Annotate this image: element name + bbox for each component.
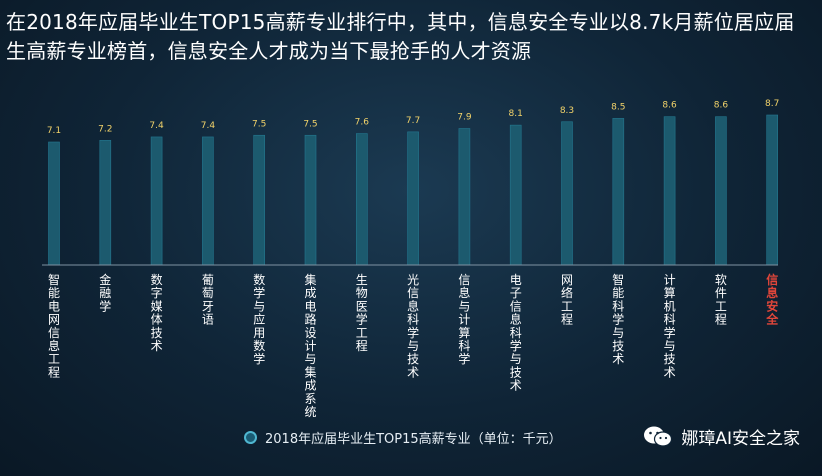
category-labels-group: 智能电网信息工程 金融学 数字媒体技术 葡萄牙语 数学与应用数学 集成电路设计与集成系统 生… [48,272,779,419]
value-label: 7.7 [406,116,420,126]
category-label: 电子信息科学与技术 [510,273,522,393]
category-label: 软件工程 [715,273,727,327]
value-label: 7.1 [47,126,61,136]
value-label: 8.3 [560,106,574,116]
category-label: 计算机科学与技术 [664,273,676,379]
headline: 在2018年应届毕业生TOP15高薪专业排行中，其中，信息安全专业以8.7k月薪… [6,10,795,63]
value-label: 8.6 [714,101,729,111]
value-label: 8.6 [662,101,677,111]
bar [458,128,471,266]
category-label: 光信息科学与技术 [407,273,419,379]
value-label: 7.4 [201,121,216,131]
bar [509,124,522,266]
bar [48,141,60,266]
value-label: 7.6 [355,118,370,128]
bars-group [48,114,779,266]
watermark-text: 娜璋AI安全之家 [681,429,800,449]
legend-label: 2018年应届毕业生TOP15高薪专业（单位：千元） [265,431,562,447]
watermark: 娜璋AI安全之家 [643,424,800,449]
bar [202,136,214,266]
category-label: 生物医学工程 [356,273,368,353]
bar [663,116,676,266]
bar [304,134,317,266]
value-label: 7.4 [149,121,164,131]
category-label: 集成电路设计与集成系统 [304,272,316,419]
value-labels-group: 7.1 7.2 7.4 7.4 7.5 7.5 7.6 7.7 7.9 8.1 8.3 8.5 8.6 8… [47,99,780,136]
category-label: 数学与应用数学 [253,272,265,366]
category-label: 葡萄牙语 [202,273,214,327]
value-label: 7.9 [457,113,472,123]
value-label: 8.5 [611,102,625,112]
category-label: 信息安全 [765,272,779,327]
category-label: 数字媒体技术 [151,272,163,353]
value-label: 7.5 [252,119,266,129]
bar [612,118,625,266]
bar [253,134,265,266]
bar [355,133,368,266]
category-label: 智能科学与技术 [612,272,624,366]
bar [561,121,573,266]
category-label: 智能电网信息工程 [48,272,60,379]
value-label: 7.2 [98,124,112,134]
category-label: 金融学 [99,272,111,313]
legend-marker-icon [244,430,257,444]
legend: 2018年应届毕业生TOP15高薪专业（单位：千元） [244,427,562,447]
bar [766,114,779,266]
bar [99,140,112,266]
value-label: 8.7 [765,99,779,109]
bar [715,116,727,266]
bar [150,136,163,266]
bar [407,131,419,266]
wechat-icon [644,426,673,447]
value-label: 8.1 [509,109,523,119]
value-label: 7.5 [303,119,317,129]
category-label: 信息与计算科学 [458,273,470,366]
category-label: 网络工程 [561,273,573,327]
